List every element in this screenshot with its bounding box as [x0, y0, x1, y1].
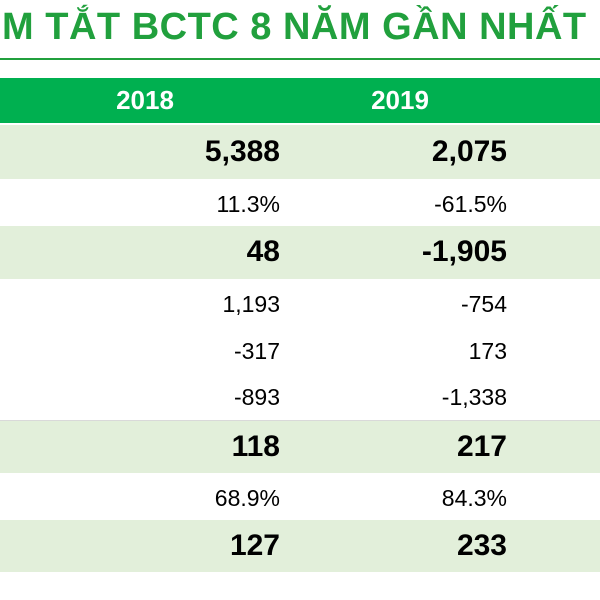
cell-2018: 127	[229, 529, 280, 562]
cell-2019: 217	[456, 430, 507, 463]
table-row: 5,388 2,075	[0, 125, 600, 179]
cell-2018: -893	[233, 384, 280, 410]
cell-2019: -754	[460, 291, 507, 317]
table-row: 127 233	[0, 520, 600, 572]
row-divider	[0, 420, 600, 421]
cell-2019: -1,338	[441, 384, 507, 410]
table-row: 48 -1,905	[0, 226, 600, 279]
table-title-banner: ÓM TẮT BCTC 8 NĂM GẦN NHẤT	[0, 0, 600, 60]
cell-2019: 233	[456, 529, 507, 562]
cell-2018: 68.9%	[214, 485, 280, 511]
page-title: ÓM TẮT BCTC 8 NĂM GẦN NHẤT	[0, 6, 587, 48]
table-row: 68.9% 84.3%	[0, 473, 600, 520]
cell-2019: 84.3%	[441, 485, 507, 511]
cell-2019: 2,075	[431, 135, 507, 168]
cell-2018: -317	[233, 338, 280, 364]
table-header: 2018 2019	[0, 78, 600, 123]
cell-2019: 173	[468, 338, 507, 364]
cell-2018: 11.3%	[216, 191, 280, 217]
table-row: -317 173	[0, 327, 600, 373]
column-header-2018: 2018	[116, 85, 174, 115]
cell-2018: 48	[246, 235, 280, 268]
cell-2019: -1,905	[421, 235, 507, 268]
title-underline	[0, 58, 600, 60]
cell-2018: 118	[231, 430, 280, 463]
cell-2019: -61.5%	[434, 191, 507, 217]
table-row: 118 217	[0, 421, 600, 473]
table-row: 1,193 -754	[0, 279, 600, 327]
table-row: -893 -1,338	[0, 373, 600, 420]
table-row: 11.3% -61.5%	[0, 179, 600, 226]
cell-2018: 1,193	[222, 291, 280, 317]
column-header-2019: 2019	[371, 85, 429, 115]
cell-2018: 5,388	[204, 135, 280, 168]
